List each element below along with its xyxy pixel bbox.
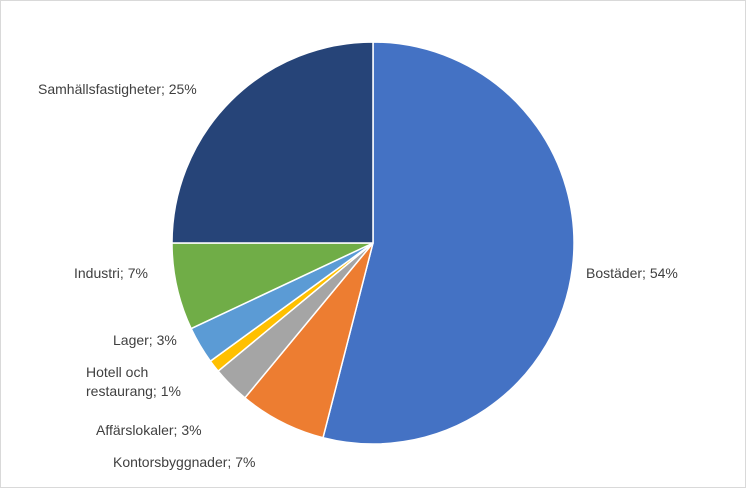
slice-label-lager: Lager; 3%: [113, 332, 177, 348]
pie-labels: Bostäder; 54% Kontorsbyggnader; 7% Affärsl…: [38, 81, 678, 470]
slice-label-samhällsfastigheter: Samhällsfastigheter; 25%: [38, 81, 197, 97]
slice-label-industri: Industri; 7%: [74, 265, 148, 281]
pie-slice-bostäder: [322, 41, 575, 445]
slice-label-hotell-och-restaurang: Hotell och restaurang; 1%: [86, 364, 181, 399]
pie-slice-samhällsfastigheter: [171, 41, 374, 244]
slice-label-kontorsbyggnader: Kontorsbyggnader; 7%: [113, 454, 255, 470]
slice-label-bostäder: Bostäder; 54%: [586, 265, 678, 281]
slice-label-affärslokaler: Affärslokaler; 3%: [96, 422, 202, 438]
pie-slices: [171, 41, 575, 445]
